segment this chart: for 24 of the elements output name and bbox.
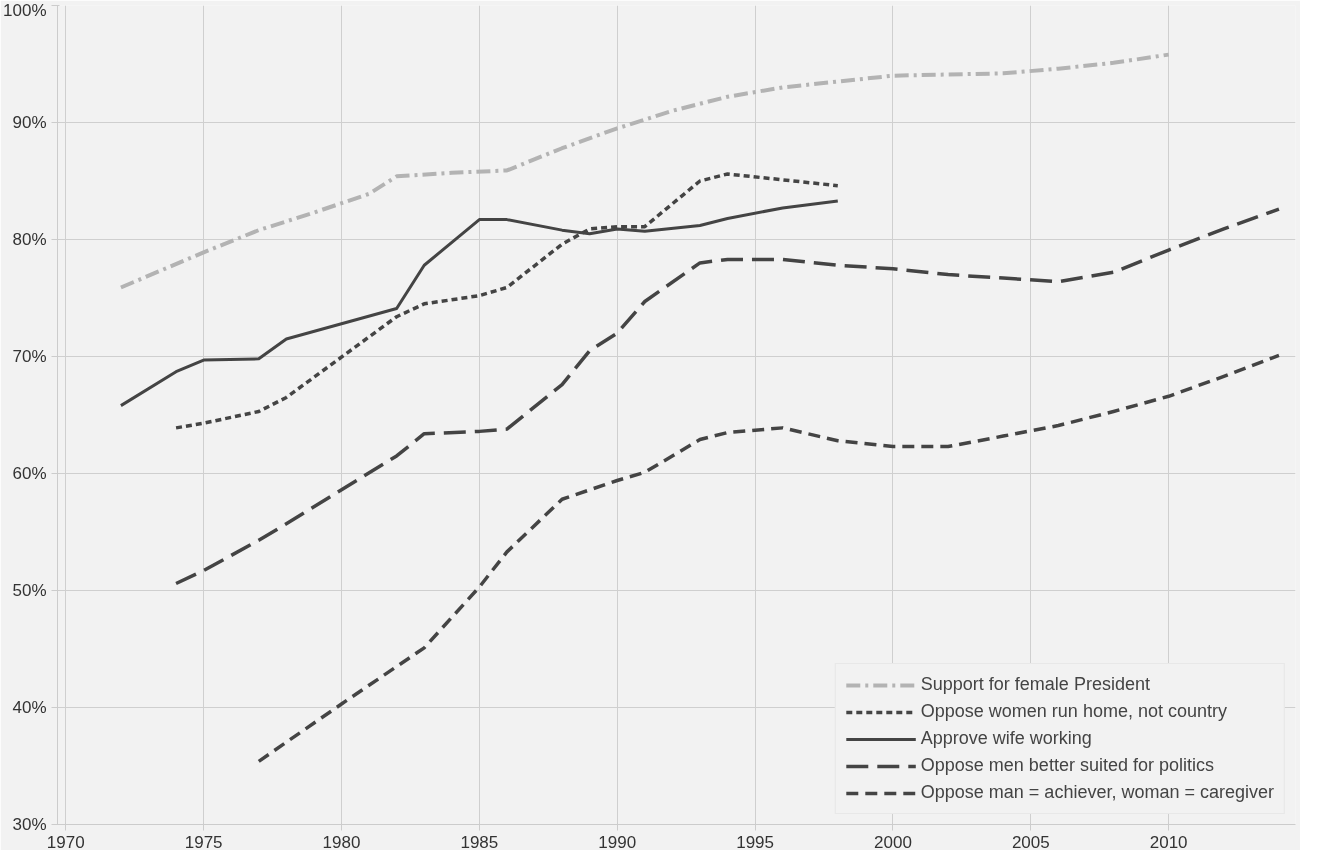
line-series (118, 52, 1171, 290)
y-tick-label: 80% (12, 230, 47, 249)
x-tick-label: 1995 (736, 832, 774, 852)
line-series (174, 207, 1281, 586)
y-tick-label: 60% (12, 464, 47, 483)
x-tick-label: 1975 (184, 832, 223, 852)
x-tick-label: 2005 (1011, 832, 1050, 852)
legend-label: Approve wife working (920, 728, 1092, 749)
x-tick-label: 1970 (46, 832, 85, 852)
x-tick-label: 1990 (598, 832, 637, 852)
y-tick-label: 40% (12, 698, 47, 717)
x-tick-label: 2000 (874, 832, 912, 852)
legend-label: Oppose man = achiever, woman = caregiver (920, 782, 1274, 803)
y-tick-label: 50% (12, 581, 47, 600)
legend-label: Support for female President (920, 674, 1150, 695)
legend-label: Oppose men better suited for politics (920, 755, 1214, 776)
x-tick-label: 1980 (322, 832, 361, 852)
y-tick-label: 30% (12, 815, 47, 834)
x-tick-label: 1985 (460, 832, 499, 852)
y-tick-label: 70% (12, 347, 47, 366)
x-tick-label: 2010 (1149, 832, 1188, 852)
y-tick-label: 90% (12, 113, 47, 132)
y-tick-label: 100% (3, 0, 47, 20)
legend-label: Oppose women run home, not country (920, 701, 1227, 722)
